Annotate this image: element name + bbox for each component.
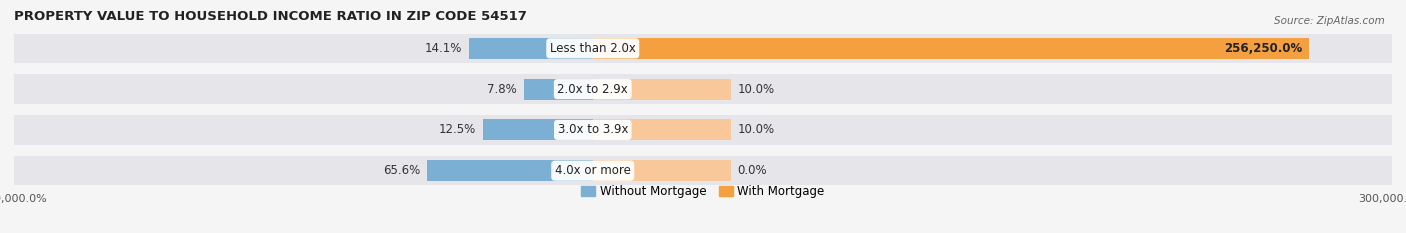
Text: 7.8%: 7.8% <box>488 83 517 96</box>
Bar <box>14 156 1392 185</box>
Bar <box>524 79 593 100</box>
Bar <box>593 38 1309 59</box>
Text: 256,250.0%: 256,250.0% <box>1225 42 1302 55</box>
Text: 10.0%: 10.0% <box>738 123 775 136</box>
Text: 4.0x or more: 4.0x or more <box>555 164 631 177</box>
Bar <box>468 38 593 59</box>
Bar <box>593 79 731 100</box>
Text: PROPERTY VALUE TO HOUSEHOLD INCOME RATIO IN ZIP CODE 54517: PROPERTY VALUE TO HOUSEHOLD INCOME RATIO… <box>14 10 527 23</box>
Bar <box>14 115 1392 144</box>
Bar <box>593 119 731 140</box>
Bar <box>14 75 1392 104</box>
Text: 65.6%: 65.6% <box>384 164 420 177</box>
Text: Less than 2.0x: Less than 2.0x <box>550 42 636 55</box>
Text: 10.0%: 10.0% <box>738 83 775 96</box>
Text: 2.0x to 2.9x: 2.0x to 2.9x <box>557 83 628 96</box>
Bar <box>593 160 731 181</box>
Bar <box>14 34 1392 63</box>
Text: 0.0%: 0.0% <box>738 164 768 177</box>
Text: 14.1%: 14.1% <box>425 42 461 55</box>
Bar <box>482 119 593 140</box>
Text: 12.5%: 12.5% <box>439 123 475 136</box>
Text: 3.0x to 3.9x: 3.0x to 3.9x <box>558 123 628 136</box>
Bar <box>427 160 593 181</box>
Text: Source: ZipAtlas.com: Source: ZipAtlas.com <box>1274 16 1385 26</box>
Legend: Without Mortgage, With Mortgage: Without Mortgage, With Mortgage <box>581 185 825 198</box>
